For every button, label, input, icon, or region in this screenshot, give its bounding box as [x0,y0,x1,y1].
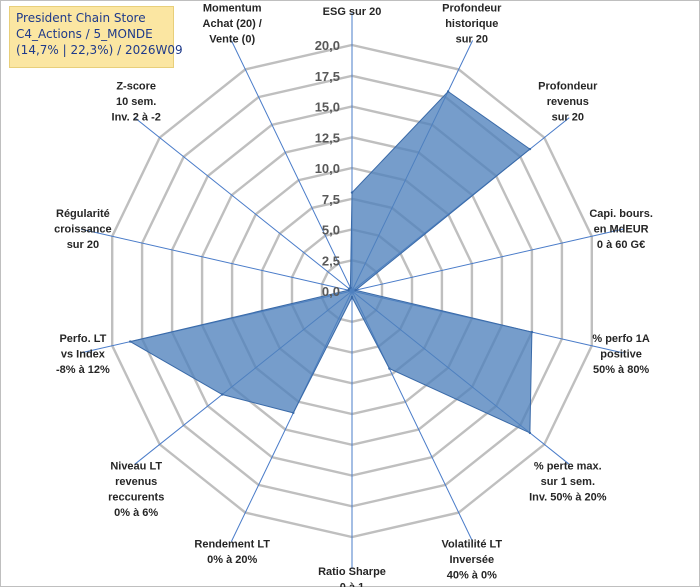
title-line-3: (14,7% | 22,3%) / 2026W09 [16,43,183,57]
data-point-0 [350,191,354,194]
axis-label-8: Rendement LT 0% à 20% [194,538,270,566]
data-point-3 [354,289,357,292]
tick-label-7: 17,5 [315,69,340,84]
tick-label-5: 12,5 [315,130,340,145]
data-point-5 [528,431,532,435]
axis-label-13: Momentum Achat (20) / Vente (0) [203,3,262,46]
axis-label-4: % perfo 1A positive 50% à 80% [592,333,650,376]
tick-label-3: 7,5 [322,192,340,207]
spoke-3 [351,228,624,292]
title-line-1: President Chain Store [16,11,146,25]
axis-label-10: Perfo. LT vs Index -8% à 12% [56,333,110,376]
tick-label-6: 15,0 [315,100,340,115]
data-point-13 [349,286,352,289]
axis-label-0: NoteESG sur 20 [323,0,382,18]
spoke-11 [80,228,353,292]
tick-label-4: 10,0 [315,161,340,176]
axis-label-2: Profondeur revenus sur 20 [538,80,598,123]
data-point-8 [292,411,295,415]
tick-label-2: 5,0 [322,223,340,238]
axis-label-5: % perte max. sur 1 sem. Inv. 50% à 20% [529,461,607,504]
axis-label-11: Régularité croissance sur 20 [54,208,111,251]
tick-label-1: 2,5 [322,253,340,268]
axis-label-9: Niveau LT revenus reccurents 0% à 6% [108,461,164,519]
data-point-9 [221,393,224,396]
data-point-4 [530,330,534,334]
chart-title-box: President Chain Store C4_Actions / 5_MON… [9,6,183,68]
tick-label-0: 0,0 [322,284,340,299]
spoke-12 [134,117,353,292]
title-line-2: C4_Actions / 5_MONDE [16,27,153,41]
axis-label-1: Profondeur historique sur 20 [442,3,502,46]
axis-label-3: Capi. bours. en MdEUR 0 à 60 G€ [589,208,653,251]
tick-label-8: 20,0 [315,38,340,53]
data-point-1 [446,90,450,93]
axis-label-7: Ratio Sharpe0 à 1 [318,566,386,587]
data-point-2 [528,147,532,151]
data-point-7 [350,295,354,299]
axis-label-12: Z-score 10 sem. Inv. 2 à -2 [112,80,161,123]
data-point-6 [388,367,391,370]
data-point-10 [129,340,132,343]
axis-label-6: Volatilité LT Inversée 40% à 0% [441,538,502,581]
spoke-13 [230,40,353,292]
